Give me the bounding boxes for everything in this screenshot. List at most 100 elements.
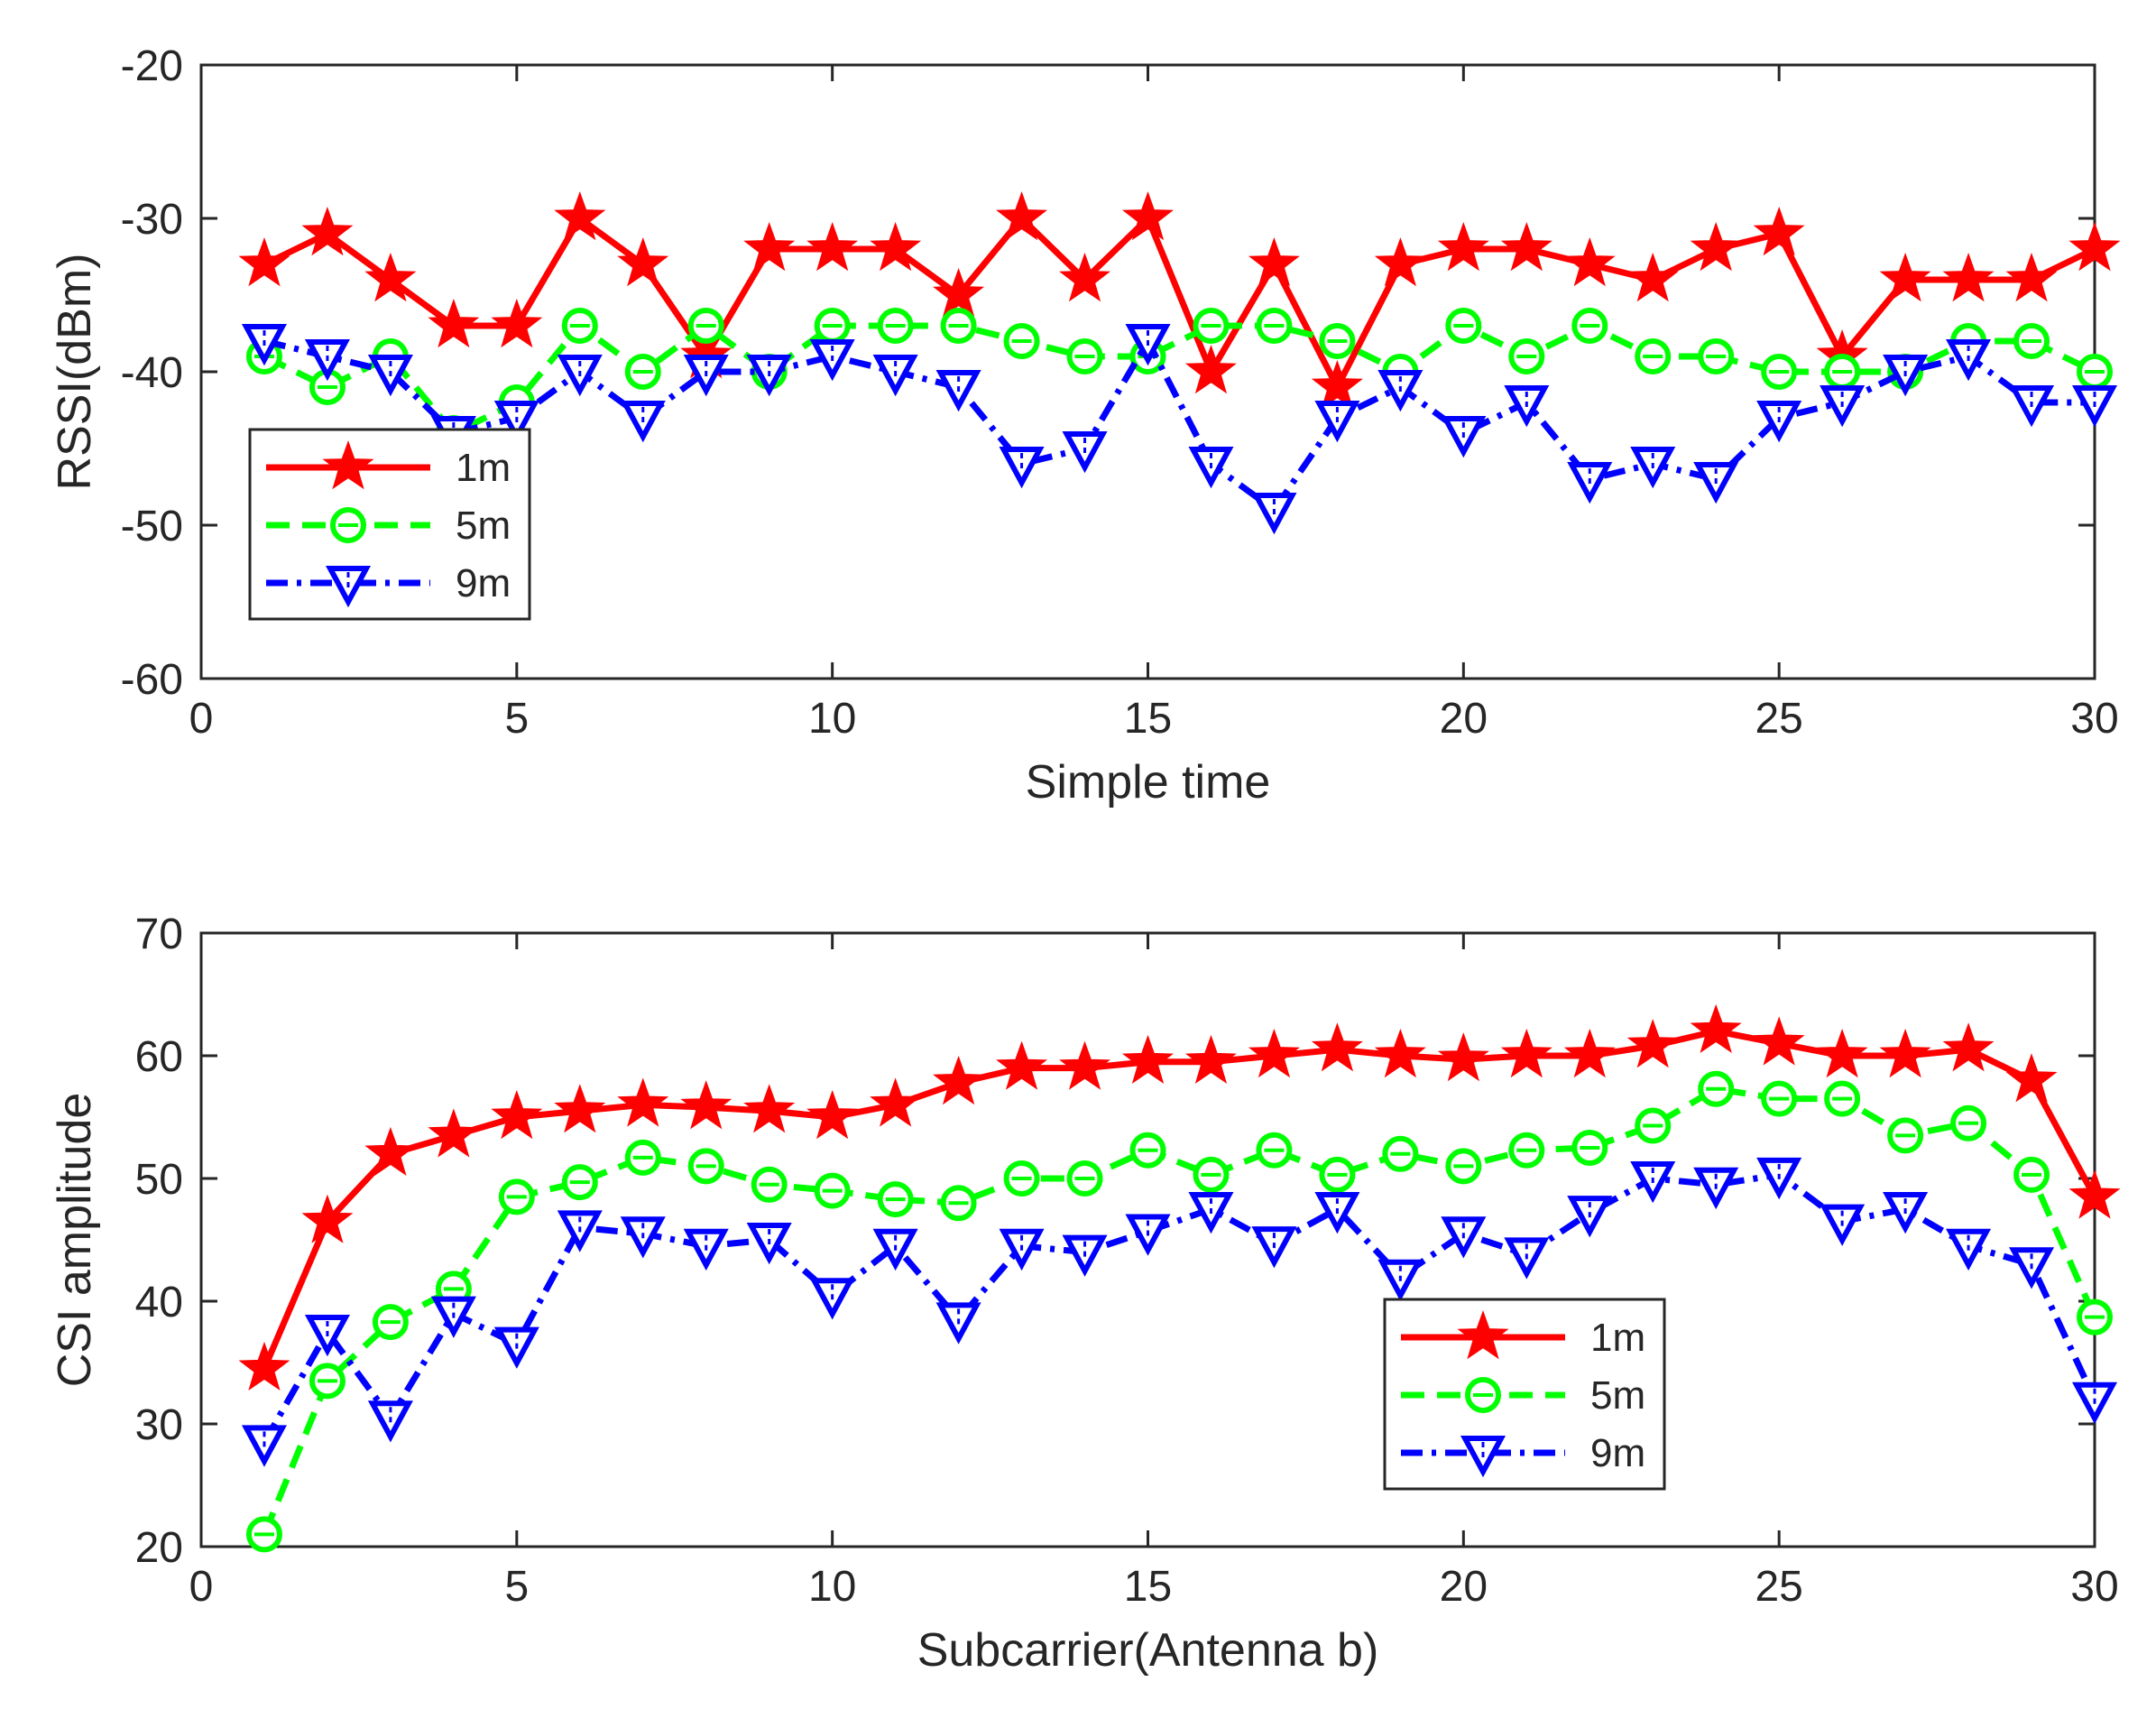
csi-series-1m-point (1059, 1040, 1111, 1090)
csi-series-9m-point (1946, 1228, 1992, 1271)
csi-series-1m-point (428, 1108, 480, 1158)
csi-series-9m-point (683, 1228, 729, 1271)
csi-legend-label-9m: 9m (1590, 1431, 1645, 1475)
csi-series-5m-point (751, 1166, 788, 1203)
rssi-ytick-label: -40 (121, 349, 183, 397)
csi-series-1m-point (1563, 1029, 1616, 1078)
csi-series-9m-point (1251, 1226, 1297, 1269)
rssi-series-9m-point (1251, 493, 1297, 535)
rssi-ytick-label: -60 (121, 656, 183, 704)
csi-chart-panel: 0 5 10 15 20 25 30 20 30 40 50 60 70 Subcarrier(Anten… (49, 910, 2121, 1677)
rssi-series-1m-point (238, 237, 290, 287)
rssi-series-1m (238, 191, 2121, 410)
rssi-series-9m-point (1125, 324, 1171, 366)
rssi-series-9m-point (304, 339, 350, 382)
rssi-series-9m-point (1314, 401, 1360, 443)
csi-series-1m-point (364, 1126, 417, 1176)
rssi-series-9m-point (1504, 385, 1550, 428)
csi-xtick-label: 0 (189, 1563, 214, 1611)
rssi-series-9m-point (1693, 462, 1739, 504)
rssi-series-5m-point (940, 308, 977, 344)
rssi-series-1m-point (2068, 222, 2121, 272)
rssi-legend-label-9m: 9m (456, 561, 511, 605)
csi-series-5m-point (245, 1516, 282, 1553)
rssi-series-5m-point (1698, 338, 1735, 374)
rssi-series-1m-point (1563, 237, 1616, 287)
rssi-xtick-label: 30 (2070, 695, 2118, 743)
rssi-series-9m-point (367, 355, 413, 397)
csi-xtick-label: 20 (1440, 1563, 1488, 1611)
csi-series-9m-point (1125, 1214, 1171, 1256)
csi-legend-marker-1m (1457, 1310, 1509, 1360)
rssi-ytick-label: -50 (121, 503, 183, 550)
csi-series-1m-point (1816, 1029, 1868, 1078)
rssi-series-5m-point (2013, 323, 2050, 359)
rssi-xtick-label: 10 (808, 695, 856, 743)
csi-series-5m (245, 1070, 2113, 1553)
csi-series-9m-point (1567, 1196, 1613, 1238)
rssi-series-9m-point (809, 339, 855, 382)
rssi-series-5m-point (561, 308, 598, 344)
csi-series-9m-point (809, 1278, 855, 1320)
rssi-series-9m-point (620, 401, 666, 443)
csi-series-9m-point (557, 1210, 603, 1252)
csi-series-5m-point (2077, 1298, 2113, 1335)
rssi-xtick-label: 15 (1124, 695, 1172, 743)
csi-ylabel: CSI amplitude (49, 1093, 101, 1388)
csi-series-9m-point (493, 1326, 539, 1369)
csi-series-1m-point (301, 1194, 354, 1243)
csi-series-5m-point (1571, 1130, 1608, 1166)
rssi-series-9m-point (1883, 355, 1929, 397)
rssi-series-1m-point (364, 253, 417, 302)
rssi-series-9m-point (1441, 416, 1487, 458)
csi-xlabel: Subcarrier(Antenna b) (917, 1624, 1379, 1677)
rssi-xtick-label: 25 (1755, 695, 1802, 743)
csi-legend-label-1m: 1m (1590, 1316, 1645, 1360)
rssi-series-5m-point (687, 308, 724, 344)
csi-series-1m-point (1942, 1022, 1995, 1072)
csi-legend-marker-9m (1460, 1436, 1506, 1478)
rssi-series-5m-point (1003, 323, 1040, 359)
csi-series-1m-point (1184, 1034, 1237, 1085)
csi-series-5m-point (498, 1178, 535, 1215)
csi-legend: 1m 5m 9m (1383, 1298, 1666, 1491)
rssi-series-9m-point (1946, 339, 1992, 382)
csi-series-9m-point (1883, 1192, 1929, 1234)
csi-series-1m-point (554, 1084, 606, 1133)
csi-series-5m-point (1129, 1132, 1166, 1169)
rssi-series-5m-point (2077, 354, 2113, 390)
rssi-series-9m-point (1062, 431, 1108, 474)
rssi-series-1m-point (301, 207, 354, 256)
rssi-series-9m-point (1820, 385, 1866, 428)
csi-series-9m-point (367, 1400, 413, 1443)
rssi-series-1m-point (743, 222, 796, 272)
csi-series-9m-point (1314, 1192, 1360, 1234)
rssi-ytick-label: -30 (121, 196, 183, 244)
csi-series-1m-point (806, 1090, 859, 1140)
rssi-series-1m-point (2005, 253, 2058, 302)
rssi-series-9m-point (493, 401, 539, 443)
csi-series-9m-point (1062, 1234, 1108, 1277)
rssi-series-1m-point (870, 222, 922, 272)
rssi-series-1m-point (1626, 253, 1679, 302)
csi-ytick-label: 50 (135, 1156, 183, 1204)
rssi-series-1m-point (1311, 360, 1363, 410)
rssi-series-1m-point (1248, 237, 1300, 287)
rssi-series-1m-point (1942, 253, 1995, 302)
rssi-series-5m-point (1066, 338, 1103, 374)
csi-series-1m-point (617, 1077, 669, 1127)
csi-series-5m-point (1761, 1080, 1798, 1117)
csi-series-5m-point (1824, 1080, 1861, 1117)
rssi-series-9m-point (1756, 401, 1802, 443)
rssi-series-1m-point (1184, 345, 1237, 394)
csi-xtick-label: 30 (2070, 1563, 2118, 1611)
csi-series-1m-point (2005, 1053, 2058, 1103)
rssi-series-1m-point (1879, 253, 1931, 302)
rssi-series-1m-point (1500, 222, 1553, 272)
csi-series-9m-point (1756, 1157, 1802, 1200)
csi-series-9m-point (1504, 1237, 1550, 1280)
csi-xtick-label: 10 (808, 1563, 856, 1611)
csi-series-5m-point (1698, 1070, 1735, 1107)
rssi-series-5m-point (1256, 308, 1293, 344)
rssi-series-1m-point (1059, 253, 1111, 302)
